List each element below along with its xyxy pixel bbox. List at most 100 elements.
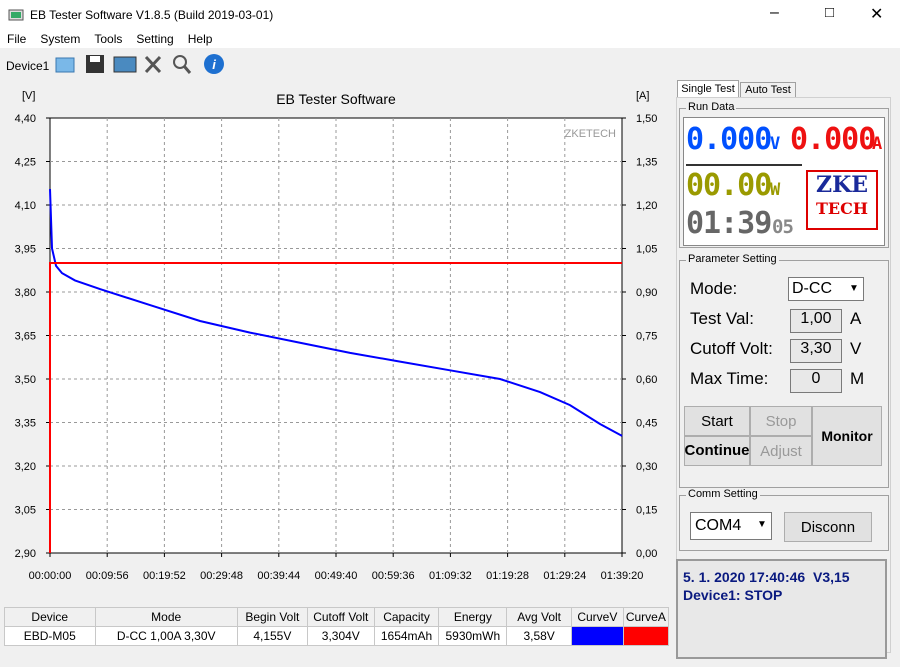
y2-tick-label: 0,75 <box>636 331 657 343</box>
menu-item[interactable]: System <box>40 32 81 46</box>
x-tick-label: 01:19:28 <box>486 570 529 582</box>
power-readout: 00.00 <box>686 168 772 203</box>
logo-bottom: TECH <box>816 199 868 218</box>
y2-tick-label: 0,15 <box>636 505 657 517</box>
y-tick-label: 3,20 <box>15 461 36 473</box>
time-seconds: 05 <box>772 216 794 238</box>
mode-select[interactable]: D-CC ▼ <box>788 277 864 301</box>
port-select[interactable]: COM4 ▼ <box>690 512 772 540</box>
y-tick-label: 3,35 <box>15 418 36 430</box>
cell: 4,155V <box>236 626 308 646</box>
field-unit: V <box>850 339 862 358</box>
divider <box>686 164 802 166</box>
y-tick-label: 3,05 <box>15 505 36 517</box>
action-button[interactable]: Monitor <box>812 406 882 466</box>
data-row: EBD-M05 D-CC 1,00A 3,30V 4,155V 3,304V 1654m… <box>4 626 670 646</box>
x-tick-label: 01:39:20 <box>601 570 644 582</box>
group-title: Parameter Setting <box>686 253 779 265</box>
y2-tick-label: 1,20 <box>636 200 657 212</box>
parameter-group: Parameter Setting Mode: D-CC ▼ Test Val: 1,0… <box>679 253 889 488</box>
open-icon[interactable] <box>55 57 75 73</box>
disconnect-button[interactable]: Disconn <box>784 512 872 542</box>
field-input[interactable]: 3,30 <box>790 339 842 363</box>
x-tick-label: 00:49:40 <box>315 570 358 582</box>
group-title: Run Data <box>686 101 737 113</box>
run-data-group: Run Data 0.000 V 0.000 A 00.00 W 01:39 0… <box>679 101 889 248</box>
header-row: Device Mode Begin Volt Cutoff Volt Capacity E… <box>4 607 670 627</box>
y-tick-label: 4,40 <box>15 113 36 125</box>
minimize-button[interactable]: – <box>770 4 779 21</box>
tab[interactable]: Single Test <box>677 80 739 98</box>
logo-top: ZKE <box>816 172 868 198</box>
cell: EBD-M05 <box>4 626 96 646</box>
dropdown-arrow: ▼ <box>757 519 767 530</box>
tab[interactable]: Auto Test <box>740 82 796 98</box>
menu-item[interactable]: Tools <box>94 32 123 46</box>
chart-icon[interactable] <box>113 56 137 73</box>
tools-icon[interactable] <box>144 55 162 74</box>
search-icon[interactable] <box>173 55 187 69</box>
field-label: Max Time: <box>690 369 769 388</box>
y-tick-label: 3,50 <box>15 374 36 386</box>
x-tick-label: 01:09:32 <box>429 570 472 582</box>
menu-bar: File System Tools Setting Help <box>0 30 900 48</box>
display: 0.000 V 0.000 A 00.00 W 01:39 05 ZKE TEC… <box>683 117 885 246</box>
y2-tick-label: 0,30 <box>636 461 657 473</box>
y-tick-label: 2,90 <box>15 548 36 560</box>
comm-group: Comm Setting COM4 ▼ Disconn <box>679 488 889 551</box>
field-input[interactable]: 0 <box>790 369 842 393</box>
menu-item[interactable]: Help <box>187 32 213 46</box>
cell: 3,304V <box>306 626 375 646</box>
x-tick-label: 00:39:44 <box>257 570 300 582</box>
y-tick-label: 3,95 <box>15 244 36 256</box>
y2-tick-label: 0,45 <box>636 418 657 430</box>
x-tick-label: 00:09:56 <box>86 570 129 582</box>
y2-tick-label: 1,05 <box>636 244 657 256</box>
header-cell: Energy <box>438 607 508 627</box>
header-cell: Capacity <box>373 607 440 627</box>
status-line: 5. 1. 2020 17:40:46 V3,15 <box>683 569 850 585</box>
action-button[interactable]: Stop <box>750 406 812 436</box>
action-button[interactable]: Adjust <box>750 436 812 466</box>
field-input[interactable]: 1,00 <box>790 309 842 333</box>
y2-tick-label: 0,90 <box>636 287 657 299</box>
menu-item[interactable]: File <box>7 32 27 46</box>
voltage-readout: 0.000 <box>686 122 772 157</box>
current-readout: 0.000 <box>790 122 876 157</box>
maximize-button[interactable]: □ <box>825 4 835 21</box>
x-tick-label: 00:29:48 <box>200 570 243 582</box>
close-button[interactable]: ✕ <box>870 6 884 23</box>
y2-tick-label: 1,50 <box>636 113 657 125</box>
field-label: Mode: <box>690 279 738 298</box>
data-line <box>49 189 623 437</box>
logo: ZKE TECH <box>806 170 878 230</box>
toolbar: Device1 i <box>0 50 900 78</box>
header-cell: Device <box>4 607 96 627</box>
data-line <box>49 262 622 553</box>
cell: 1654mAh <box>373 626 440 646</box>
mode-value: D-CC <box>792 280 832 297</box>
power-unit: W <box>770 180 780 200</box>
action-button[interactable]: Continue <box>684 436 750 466</box>
menu-item[interactable]: Setting <box>136 32 174 46</box>
y-axis-label: [V] <box>22 90 35 102</box>
status-line: Device1: STOP <box>683 587 783 603</box>
header-cell: CurveA <box>622 607 670 627</box>
info-icon[interactable] <box>204 54 224 74</box>
y2-tick-label: 0,60 <box>636 374 657 386</box>
x-tick-label: 00:00:00 <box>29 570 72 582</box>
voltage-unit: V <box>770 134 780 154</box>
action-button[interactable]: Start <box>684 406 750 436</box>
cell: 5930mWh <box>438 626 508 646</box>
y-tick-label: 4,10 <box>15 200 36 212</box>
port-value: COM4 <box>695 517 742 534</box>
header-cell: CurveV <box>570 607 624 627</box>
field-unit: M <box>850 369 865 388</box>
current-unit: A <box>872 134 882 154</box>
header-cell: Cutoff Volt <box>306 607 375 627</box>
status-panel: 5. 1. 2020 17:40:46 V3,15 Device1: STOP <box>676 559 887 659</box>
chart-title: EB Tester Software <box>276 91 396 107</box>
y-tick-label: 4,25 <box>15 157 36 169</box>
header-cell: Avg Volt <box>506 607 572 627</box>
